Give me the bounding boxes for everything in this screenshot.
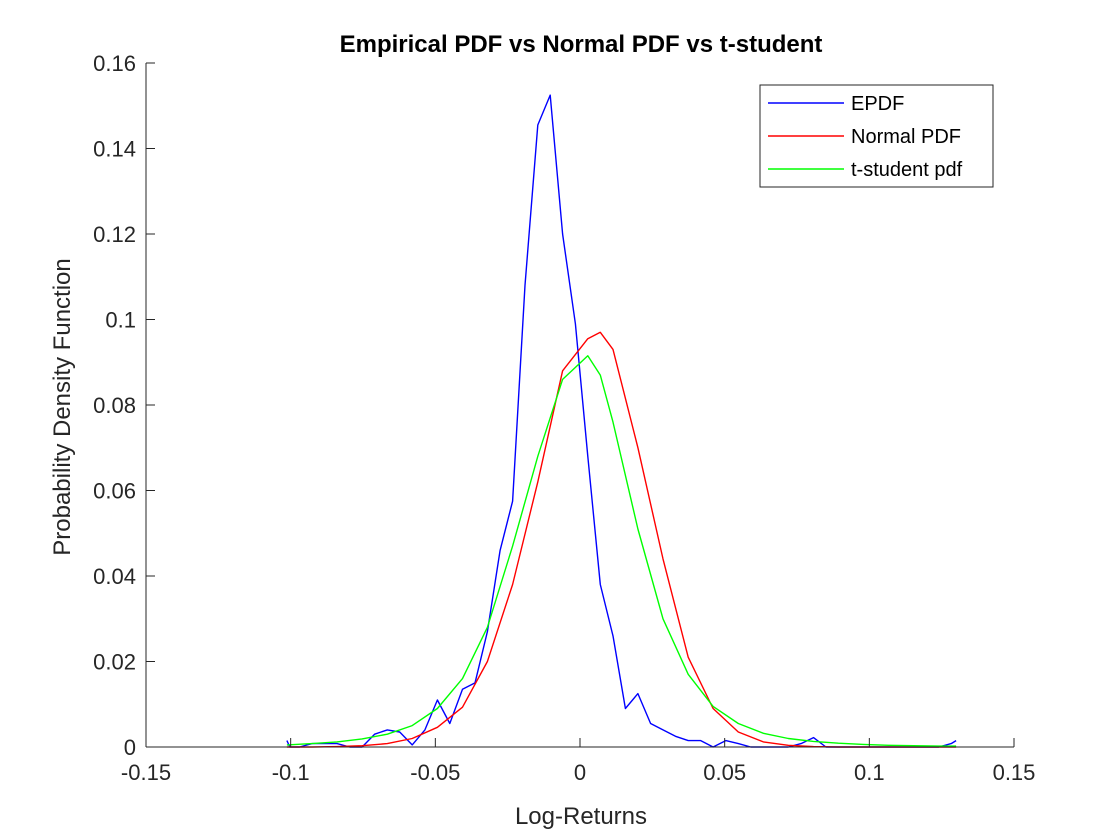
series-line-t-student-pdf	[286, 355, 957, 747]
y-tick-label: 0.06	[93, 479, 136, 504]
y-tick-label: 0.08	[93, 393, 136, 418]
legend-label: t-student pdf	[851, 159, 963, 181]
y-tick-label: 0.04	[93, 564, 136, 589]
y-tick-label: 0.1	[105, 308, 136, 333]
legend-label: EPDF	[851, 93, 904, 115]
legend: EPDF Normal PDF t-student pdf	[759, 84, 994, 188]
x-tick-label: 0.15	[993, 760, 1036, 785]
x-tick-label: -0.1	[272, 760, 310, 785]
y-axis-label: Probability Density Function	[49, 258, 76, 555]
ticks: -0.15 -0.1 -0.05 0 0.05 0.1 0.15 0 0.02 0.04 0.06 0…	[93, 51, 1035, 785]
chart-title: Empirical PDF vs Normal PDF vs t-student	[340, 31, 823, 58]
x-tick-label: 0.05	[703, 760, 746, 785]
legend-label: Normal PDF	[851, 126, 961, 148]
x-axis-label: Log-Returns	[515, 803, 647, 830]
y-tick-label: 0.02	[93, 650, 136, 675]
y-tick-label: 0.14	[93, 137, 136, 162]
y-tick-label: 0	[124, 735, 136, 760]
x-tick-label: -0.15	[121, 760, 171, 785]
y-tick-label: 0.12	[93, 222, 136, 247]
x-tick-label: -0.05	[410, 760, 460, 785]
y-tick-label: 0.16	[93, 51, 136, 76]
x-tick-label: 0.1	[854, 760, 885, 785]
x-tick-label: 0	[574, 760, 586, 785]
